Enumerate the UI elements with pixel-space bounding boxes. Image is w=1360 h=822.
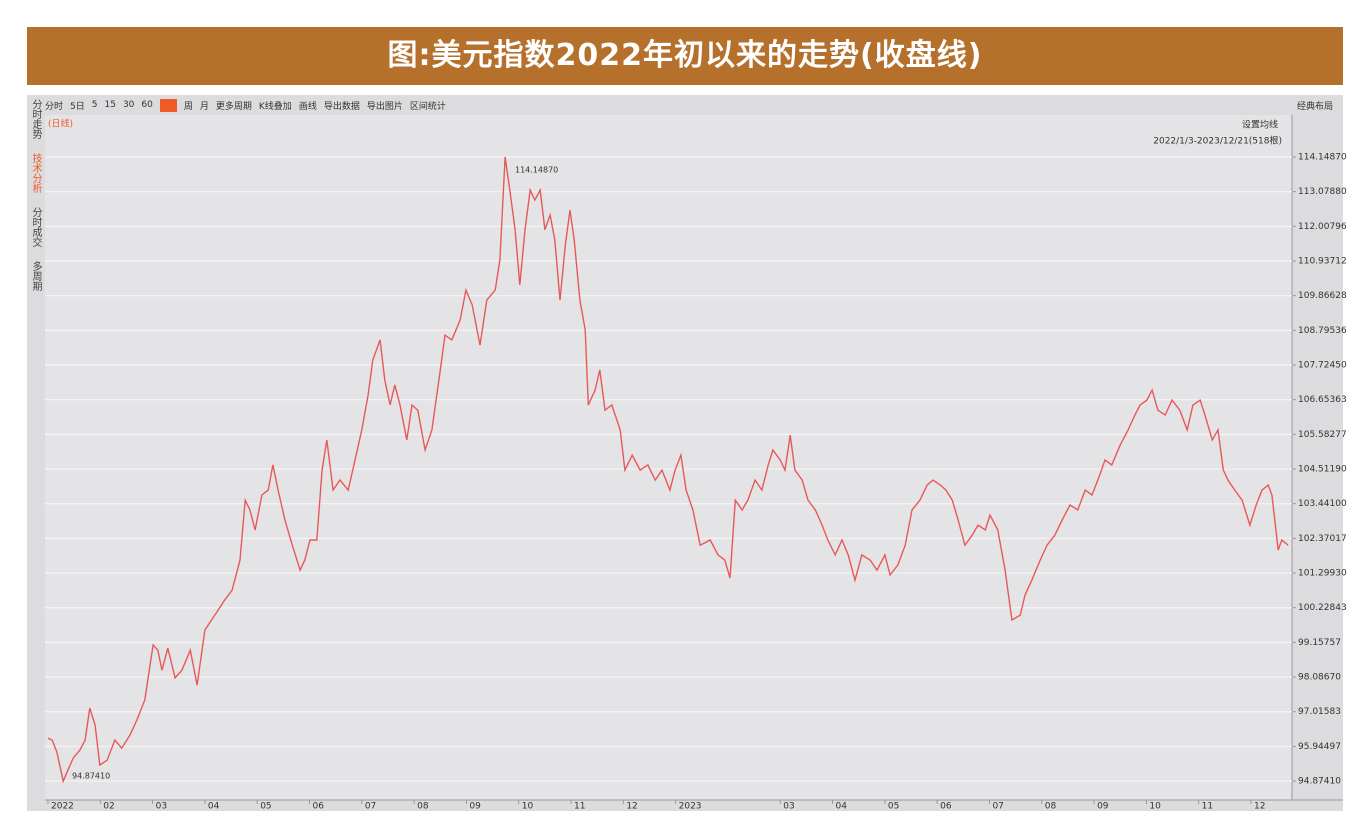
x-tick-label: 08 [1045,802,1057,812]
x-tick-label: 09 [1097,802,1109,812]
x-tick-label: 12 [626,802,637,812]
y-tick-label: 103.44100 [1298,499,1347,509]
y-tick-label: 108.79536 [1298,326,1347,336]
period-label: (日线) [48,118,73,130]
y-tick-label: 104.51190 [1298,465,1347,475]
y-tick-label: 102.37017 [1298,534,1347,544]
toolbar-button[interactable]: 区间统计 [409,101,446,112]
y-tick-label: 107.72450 [1298,361,1347,371]
toolbar-button[interactable]: K线叠加 [258,101,292,112]
sidebar-tab[interactable]: 分时走势 [30,99,41,139]
y-tick-label: 99.15757 [1298,638,1341,648]
plot-area [45,115,1292,800]
x-tick-label: 2023 [679,802,702,812]
y-tick-label: 110.93712 [1298,257,1347,267]
x-tick-label: 03 [783,802,794,812]
toolbar-button[interactable]: 月 [199,101,209,112]
y-tick-label: 105.58277 [1298,430,1347,440]
x-tick-label: 11 [1202,802,1213,812]
x-tick-label: 05 [888,802,899,812]
y-tick-label: 94.87410 [1298,777,1341,787]
layout-button[interactable]: 经典布局 [1296,102,1333,112]
x-tick-label: 06 [313,802,325,812]
y-tick-label: 109.86628 [1298,291,1347,301]
toolbar-button[interactable]: 30 [122,100,135,110]
toolbar-button[interactable]: 15 [104,100,116,110]
y-tick-label: 113.07880 [1298,187,1347,197]
toolbar-button[interactable]: 画线 [298,101,317,112]
y-tick-label: 112.00796 [1298,222,1347,232]
x-tick-label: 03 [156,802,167,812]
x-tick-label: 07 [992,802,1003,812]
x-tick-label: 08 [417,802,429,812]
toolbar-button[interactable]: 5 [91,100,98,110]
sidebar-tab[interactable]: 技术分析 [30,153,41,193]
toolbar-button[interactable]: 周 [183,101,193,112]
toolbar-button[interactable]: 5日 [70,101,85,112]
range-label: 2022/1/3-2023/12/21(518根) [1153,135,1282,147]
y-tick-label: 98.08670 [1298,673,1341,683]
x-tick-label: 11 [574,802,585,812]
y-tick-label: 100.22843 [1298,603,1347,613]
x-tick-label: 04 [208,802,220,812]
x-tick-label: 05 [260,802,271,812]
x-tick-label: 10 [1149,802,1161,812]
y-tick-label: 106.65363 [1298,395,1347,405]
x-tick-label: 2022 [51,802,74,812]
toolbar-button[interactable]: 更多周期 [215,101,252,112]
x-tick-label: 07 [365,802,376,812]
x-tick-label: 02 [103,802,114,812]
toolbar-button[interactable]: 导出数据 [323,101,360,112]
toolbar-button[interactable]: 导出图片 [366,101,403,112]
peak-annotation: 114.14870 [515,166,558,175]
low-annotation: 94.87410 [72,772,110,781]
sidebar-tab[interactable]: 多周期 [30,261,41,291]
sidebar: 分时走势技术分析分时成交多周期 [27,99,43,305]
toolbar-button[interactable]: 分时 [45,101,64,112]
toolbar-button[interactable]: 60 [141,100,153,110]
price-line [47,156,1289,784]
x-tick-label: 06 [940,802,952,812]
x-tick-label: 12 [1254,802,1265,812]
y-tick-label: 97.01583 [1298,707,1341,717]
x-tick-label: 10 [522,802,534,812]
x-tick-label: 09 [469,802,481,812]
sidebar-tab[interactable]: 分时成交 [30,207,41,247]
title-banner: 图:美元指数2022年初以来的走势(收盘线) [27,27,1343,85]
toolbar: 分时 5日 5 15 30 60 日周月更多周期 K线叠加 画线 导出数据 导出图片 区间统计 [45,95,446,115]
y-tick-label: 95.94497 [1298,742,1341,752]
ma-setting[interactable]: 设置均线 [1242,119,1278,131]
y-tick-label: 114.14870 [1298,153,1347,163]
y-tick-label: 101.29930 [1298,569,1347,579]
x-tick-label: 04 [836,802,848,812]
toolbar-button[interactable]: 日 [159,98,177,112]
